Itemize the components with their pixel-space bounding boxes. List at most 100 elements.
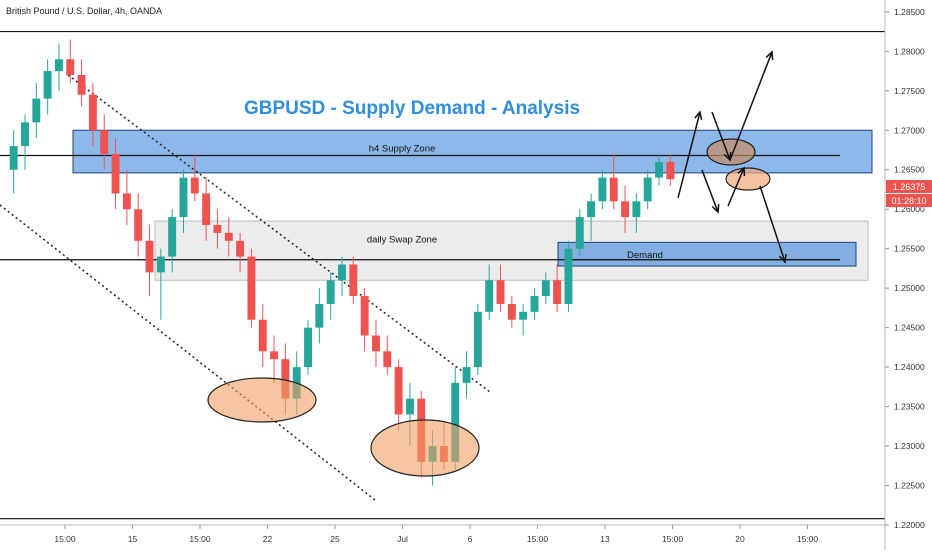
price-tick-label: 1.22500: [894, 481, 925, 491]
candle: [77, 59, 86, 107]
candle: [553, 264, 562, 312]
candle: [485, 264, 494, 320]
arrow-down-3: [759, 185, 786, 263]
candle-body: [202, 193, 211, 225]
candle: [88, 82, 97, 147]
candle-body: [213, 225, 222, 233]
candle: [224, 217, 233, 257]
candle-body: [655, 161, 663, 178]
candle: [587, 193, 596, 241]
candle-body: [134, 209, 143, 241]
candle-body: [394, 367, 403, 415]
zone-rect-3: [557, 241, 857, 267]
time-tick-label: 22: [263, 534, 273, 544]
zone-label-2: daily Swap Zone: [367, 235, 437, 246]
candle-body: [168, 217, 177, 257]
candle-body: [507, 303, 516, 320]
candle: [213, 209, 222, 249]
arrow-down-2: [701, 169, 719, 213]
candle: [304, 319, 312, 375]
candle-body: [564, 248, 573, 304]
candle: [156, 248, 165, 320]
candle: [54, 43, 63, 91]
candle: [507, 296, 516, 328]
arrow-up-3: [727, 167, 745, 207]
candle-body: [473, 311, 482, 368]
candle: [122, 169, 131, 225]
candle-body: [304, 327, 312, 368]
time-tick-label: 25: [330, 534, 340, 544]
candle: [666, 153, 675, 186]
candle-body: [9, 146, 18, 170]
candle: [145, 225, 154, 297]
time-tick-label: Jul: [397, 534, 408, 544]
zone-label-3: Demand: [627, 250, 663, 261]
candle-body: [598, 177, 607, 202]
candle-body: [485, 280, 494, 312]
price-axis[interactable]: 1.28500 1.28000 1.27500 1.27000 1.26500 1.260…: [885, 7, 925, 530]
annotation-ellipse-3: [706, 138, 756, 166]
candle-body: [54, 59, 63, 72]
candle: [111, 138, 120, 210]
annotations: [207, 50, 787, 477]
candle: [598, 169, 607, 210]
time-tick-label: 13: [600, 534, 610, 544]
candle: [609, 153, 618, 210]
candle: [190, 153, 199, 202]
time-axis[interactable]: 15:00 15 15:00 22 25 Jul 6 15:00 13 15:00 20 15:00: [54, 525, 818, 544]
candle-body: [496, 280, 505, 304]
price-tick-label: 1.28000: [894, 46, 925, 56]
candle-body: [519, 311, 528, 320]
horizontal-levels: [0, 30, 885, 520]
candle: [541, 272, 550, 304]
arrow-up-1: [677, 111, 701, 199]
candle: [32, 82, 41, 139]
candle-body: [609, 177, 618, 202]
candle-body: [77, 75, 86, 95]
candle-body: [88, 94, 97, 131]
candle-body: [224, 232, 233, 241]
candle: [236, 232, 245, 273]
price-tick-label: 1.23500: [894, 402, 925, 412]
candle: [349, 256, 358, 304]
time-tick-label: 15:00: [662, 534, 684, 544]
annotation-ellipse-4: [725, 167, 771, 191]
annotation-ellipse-1: [207, 377, 317, 423]
candle: [462, 351, 471, 399]
candle-body: [21, 122, 29, 147]
candle: [9, 130, 18, 194]
candle: [621, 185, 630, 233]
time-tick-label: 6: [468, 534, 473, 544]
candle: [100, 114, 109, 170]
candle-body: [156, 256, 165, 273]
arrow-up-3-head: [737, 166, 746, 177]
arrow-down-3-head: [778, 253, 787, 264]
candle: [564, 240, 573, 312]
candle: [43, 59, 52, 115]
price-tick-label: 1.26500: [894, 165, 925, 175]
candle-body: [666, 161, 675, 180]
price-tick-label: 1.25500: [894, 244, 925, 254]
time-tick-label: 15:00: [189, 534, 211, 544]
candle-body: [462, 367, 471, 383]
candle-body: [405, 398, 414, 415]
time-tick-label: 20: [735, 534, 745, 544]
candle: [134, 193, 143, 257]
price-tick-label: 1.24000: [894, 362, 925, 372]
candle: [643, 169, 652, 210]
candle-body: [360, 296, 369, 336]
candle-body: [621, 201, 630, 218]
arrow-up-2-head: [765, 50, 774, 61]
candle-body: [632, 201, 641, 218]
annotation-ellipse-2: [370, 419, 480, 477]
candle: [575, 209, 584, 257]
candle-body: [111, 153, 120, 194]
candle-body: [145, 240, 154, 273]
time-tick-label: 15:00: [527, 534, 549, 544]
candle: [360, 288, 369, 352]
candle-body: [575, 217, 584, 249]
candles: [9, 39, 675, 486]
price-tick-label: 1.27000: [894, 125, 925, 135]
